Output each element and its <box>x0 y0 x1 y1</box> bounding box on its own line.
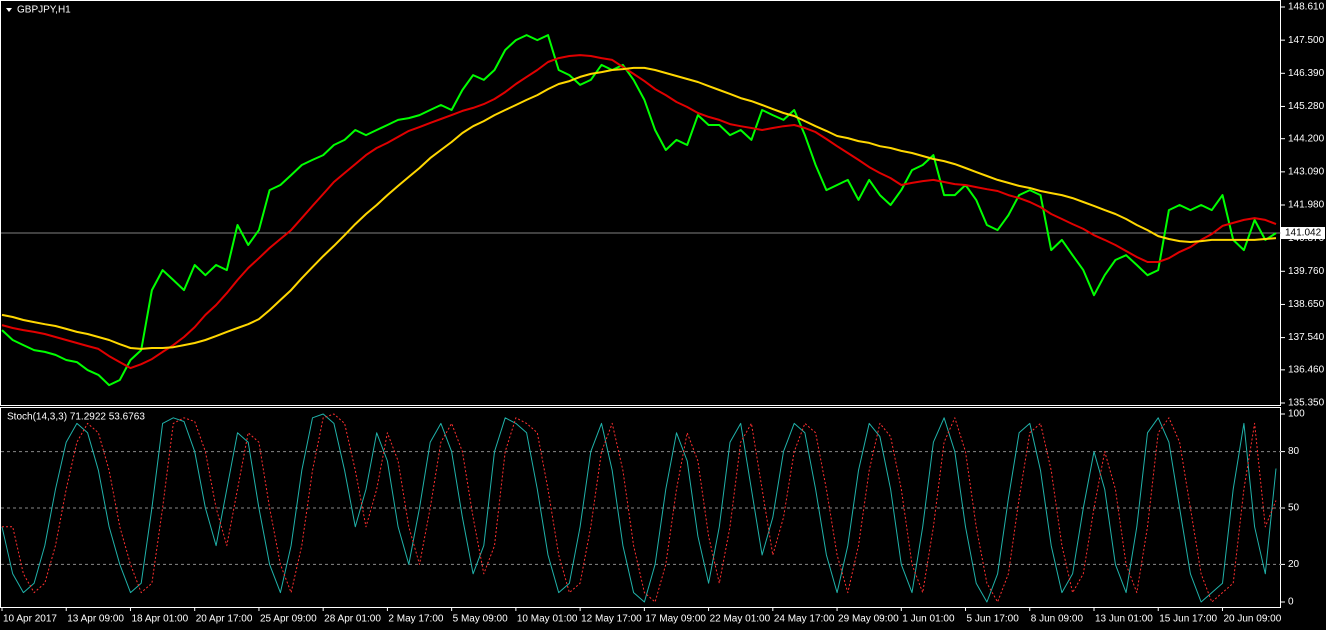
y-tick-label: 141.980 <box>1288 200 1325 211</box>
y-tick-label: 135.350 <box>1288 398 1325 409</box>
price-panel-frame <box>0 0 1281 406</box>
x-tick-label: 20 Apr 17:00 <box>196 614 253 625</box>
y2-tick-label: 50 <box>1288 503 1300 514</box>
x-tick-label: 5 Jun 17:00 <box>967 614 1020 625</box>
chart-title: GBPJPY,H1 <box>17 5 71 16</box>
stoch-line <box>2 413 1277 603</box>
y2-tick-label: 0 <box>1288 597 1294 608</box>
y-tick-label: 139.760 <box>1288 266 1325 277</box>
x-tick-label: 15 Jun 17:00 <box>1159 614 1217 625</box>
y2-tick-label: 100 <box>1288 409 1305 420</box>
x-tick-label: 10 May 01:00 <box>517 614 578 625</box>
x-tick-label: 2 May 17:00 <box>388 614 443 625</box>
x-tick-label: 22 May 01:00 <box>710 614 771 625</box>
price-line <box>1 34 1277 387</box>
y2-tick-label: 20 <box>1288 559 1300 570</box>
last-price-box <box>1281 227 1325 240</box>
last-price-label: 141.042 <box>1285 228 1322 239</box>
x-tick-label: 8 Jun 09:00 <box>1031 614 1084 625</box>
y-tick-label: 144.200 <box>1288 133 1325 144</box>
x-tick-label: 10 Apr 2017 <box>3 614 57 625</box>
y-tick-label: 136.460 <box>1288 364 1325 375</box>
y-tick-label: 143.090 <box>1288 166 1325 177</box>
x-tick-label: 18 Apr 01:00 <box>131 614 188 625</box>
x-tick-label: 25 Apr 09:00 <box>260 614 317 625</box>
y-tick-label: 148.610 <box>1288 2 1325 13</box>
y-tick-label: 145.280 <box>1288 101 1325 112</box>
x-tick-label: 28 Apr 01:00 <box>324 614 381 625</box>
price-line <box>1 54 1277 370</box>
x-tick-label: 17 May 09:00 <box>645 614 706 625</box>
symbol-menu-icon[interactable] <box>6 8 12 12</box>
price-line <box>1 66 1277 350</box>
x-tick-label: 13 Apr 09:00 <box>67 614 124 625</box>
y-tick-label: 146.390 <box>1288 68 1325 79</box>
y2-tick-label: 80 <box>1288 446 1300 457</box>
y-tick-label: 137.540 <box>1288 332 1325 343</box>
x-tick-label: 1 Jun 01:00 <box>902 614 955 625</box>
y-tick-label: 147.500 <box>1288 35 1325 46</box>
stoch-line <box>1 413 1277 603</box>
x-tick-label: 13 Jun 01:00 <box>1095 614 1153 625</box>
x-tick-label: 24 May 17:00 <box>774 614 835 625</box>
x-tick-label: 5 May 09:00 <box>453 614 508 625</box>
x-tick-label: 12 May 17:00 <box>581 614 642 625</box>
y-tick-label: 138.650 <box>1288 299 1325 310</box>
stoch-title: Stoch(14,3,3) 71.2922 53.6763 <box>7 412 145 423</box>
x-tick-label: 29 May 09:00 <box>838 614 899 625</box>
x-tick-label: 20 Jun 09:00 <box>1223 614 1281 625</box>
